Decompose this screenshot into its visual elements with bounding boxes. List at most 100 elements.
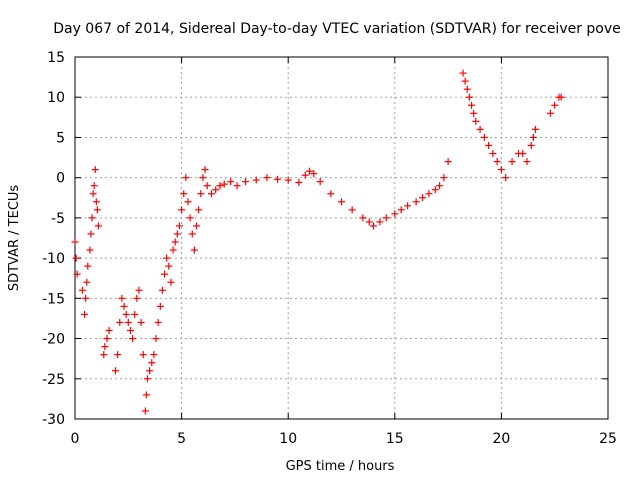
chart-title: Day 067 of 2014, Sidereal Day-to-day VTE… (53, 21, 621, 37)
data-point (150, 351, 158, 359)
data-point (156, 302, 164, 310)
data-point (359, 214, 367, 222)
x-tick-label: 0 (71, 431, 80, 447)
data-point (78, 286, 86, 294)
axis-tick-labels: 0 5 10 15 20 25 -30 -25 -20 -15 -10 -5 0 5 10 15 (42, 50, 617, 447)
grid-lines (75, 57, 608, 419)
data-point (316, 178, 324, 186)
data-point (118, 294, 126, 302)
data-point (203, 182, 211, 190)
data-point (476, 125, 484, 133)
data-point (72, 254, 80, 262)
data-point (551, 101, 559, 109)
data-point (88, 214, 96, 222)
data-point (220, 180, 228, 188)
data-point (436, 182, 444, 190)
data-point (124, 318, 132, 326)
data-point (137, 318, 145, 326)
data-point (103, 335, 111, 343)
data-point (497, 166, 505, 174)
data-point (92, 198, 100, 206)
data-point (557, 93, 565, 101)
data-point (175, 222, 183, 230)
data-point (263, 174, 271, 182)
data-point (431, 186, 439, 194)
y-tick-label: -10 (42, 251, 65, 267)
data-point (101, 343, 109, 351)
data-point (173, 230, 181, 238)
data-point (301, 171, 309, 179)
y-tick-label: 0 (56, 171, 65, 187)
data-point (90, 182, 98, 190)
data-point (529, 133, 537, 141)
data-point (470, 109, 478, 117)
data-point (295, 178, 303, 186)
data-point (412, 198, 420, 206)
data-point (233, 182, 241, 190)
data-point (169, 246, 177, 254)
data-point (161, 270, 169, 278)
data-point (73, 270, 81, 278)
data-point (327, 190, 335, 198)
data-point (274, 175, 282, 183)
x-tick-label: 25 (599, 431, 617, 447)
data-point (197, 190, 205, 198)
y-tick-label: -25 (42, 372, 65, 388)
data-point (201, 166, 209, 174)
data-point (188, 230, 196, 238)
data-point (216, 182, 224, 190)
data-point (186, 214, 194, 222)
data-point (508, 158, 516, 166)
data-point (122, 310, 130, 318)
data-point (519, 150, 527, 158)
data-point (523, 158, 531, 166)
y-tick-label: -20 (42, 332, 65, 348)
data-point (338, 198, 345, 206)
data-point (83, 278, 91, 286)
data-point (163, 254, 171, 262)
data-point (461, 77, 469, 85)
data-point (91, 166, 99, 174)
data-point (114, 351, 122, 359)
data-point (493, 158, 501, 166)
data-point (382, 214, 390, 222)
data-points (71, 69, 565, 415)
data-point (100, 351, 108, 359)
y-tick-label: 15 (47, 50, 65, 66)
data-point (444, 158, 452, 166)
data-point (463, 85, 471, 93)
data-point (369, 222, 377, 230)
data-point (227, 178, 235, 186)
data-point (284, 176, 292, 184)
data-point (468, 101, 476, 109)
x-tick-label: 10 (279, 431, 297, 447)
data-point (306, 167, 314, 175)
data-point (148, 359, 156, 367)
data-point (391, 210, 399, 218)
data-point (365, 218, 373, 226)
y-tick-label: -5 (51, 211, 65, 227)
data-point (546, 109, 554, 117)
data-point (120, 302, 128, 310)
data-point (459, 69, 467, 77)
data-point (142, 391, 150, 399)
data-point (158, 286, 166, 294)
data-point (126, 327, 134, 335)
data-point (84, 262, 92, 270)
data-point (502, 174, 510, 182)
data-point (485, 141, 493, 149)
data-point (440, 174, 448, 182)
data-point (472, 117, 480, 125)
data-point (165, 262, 173, 270)
data-point (129, 335, 137, 343)
data-point (86, 246, 94, 254)
data-point (146, 367, 154, 375)
data-point (178, 206, 186, 214)
data-point (94, 222, 102, 230)
data-point (207, 190, 215, 198)
y-tick-label: -15 (42, 291, 65, 307)
data-point (105, 327, 113, 335)
data-point (141, 407, 149, 415)
data-point (131, 310, 139, 318)
